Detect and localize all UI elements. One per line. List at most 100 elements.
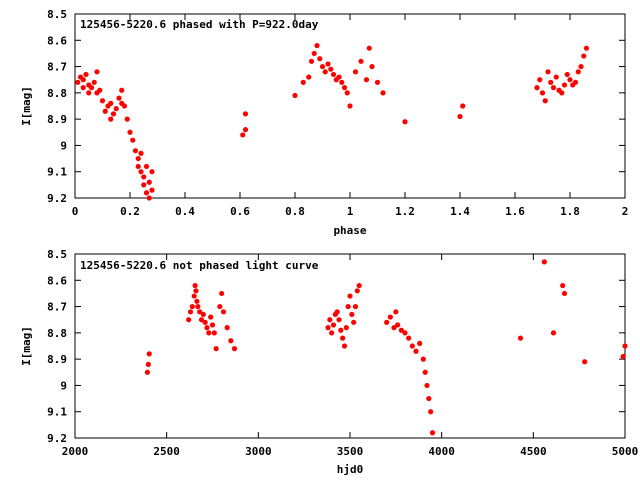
data-point [424, 382, 430, 389]
data-point [135, 155, 141, 162]
data-point [622, 343, 628, 349]
chart-title: 125456-5220.6 not phased light curve [80, 259, 319, 272]
data-point [550, 330, 557, 336]
data-point [121, 103, 128, 109]
data-point [314, 42, 320, 49]
data-point [567, 77, 573, 83]
data-point [395, 322, 401, 328]
data-point [219, 290, 225, 297]
x-tick-label: 2500 [153, 445, 180, 458]
data-point [351, 319, 357, 325]
data-point [341, 85, 348, 91]
x-tick-label: 4000 [428, 445, 455, 458]
data-point [108, 100, 114, 106]
data-point [197, 309, 203, 315]
data-point [578, 63, 584, 70]
data-point [561, 290, 568, 297]
y-tick-label: 8.8 [47, 87, 67, 100]
data-point [343, 325, 349, 331]
data-point [240, 132, 246, 138]
data-point [356, 282, 362, 289]
data-point [341, 343, 348, 349]
data-point [189, 303, 195, 310]
data-point [149, 169, 155, 175]
data-point [135, 163, 141, 170]
data-point [457, 113, 463, 120]
data-point [317, 56, 323, 62]
data-point [224, 325, 230, 331]
unphased-light-curve-panel: 2000 2500 3000 3500 4000 4500 5000 8.5 8.6 8.7 8.8… [20, 248, 638, 476]
data-point [363, 77, 370, 83]
data-point [398, 327, 404, 333]
data-point [420, 356, 426, 362]
data-point [347, 103, 353, 109]
y-tick-label: 8.6 [47, 274, 67, 287]
data-point [211, 330, 217, 336]
data-point [195, 303, 201, 310]
y-tick-label: 9.2 [47, 432, 67, 445]
data-point [130, 137, 136, 143]
data-point [349, 311, 355, 318]
data-point [582, 359, 588, 365]
y-tick-label: 8.6 [47, 34, 67, 47]
data-point [548, 79, 554, 85]
data-point [116, 95, 122, 101]
data-point [149, 187, 155, 193]
data-point [402, 119, 408, 125]
data-point [204, 325, 210, 331]
x-tick-label: 0.6 [230, 205, 250, 218]
data-point [539, 90, 546, 96]
data-point [358, 58, 364, 64]
data-point [413, 348, 419, 354]
data-point [217, 303, 223, 310]
data-point [292, 92, 298, 99]
y-tick-label: 9 [60, 139, 67, 152]
y-tick-label: 8.9 [47, 353, 67, 366]
data-point [228, 338, 234, 344]
x-tick-label: 1.2 [395, 205, 415, 218]
data-point [406, 335, 412, 341]
data-point [391, 325, 397, 331]
data-point [409, 343, 415, 349]
data-point [97, 87, 103, 93]
data-point [91, 79, 97, 85]
data-point [75, 79, 81, 85]
data-point [308, 58, 315, 64]
data-point [193, 288, 199, 294]
x-tick-label: 5000 [612, 445, 639, 458]
data-point [144, 369, 151, 375]
data-point [94, 69, 100, 75]
data-point [537, 77, 543, 83]
data-point [339, 79, 345, 85]
data-point [242, 127, 249, 133]
data-point [213, 346, 219, 352]
y-tick-label: 9.2 [47, 192, 67, 205]
x-tick-label: 3000 [245, 445, 272, 458]
x-tick-label: 1 [347, 205, 354, 218]
x-tick-label: 0.8 [285, 205, 305, 218]
data-point [146, 351, 152, 357]
data-point [426, 395, 432, 402]
data-point [209, 322, 216, 328]
x-tick-label: 1.8 [560, 205, 580, 218]
data-point [202, 319, 208, 325]
data-point [80, 77, 86, 83]
data-point [330, 71, 337, 78]
data-point [336, 74, 342, 80]
data-point [352, 303, 359, 310]
y-axis-label: I[mag] [20, 86, 33, 126]
data-point [561, 82, 568, 88]
data-point [347, 293, 353, 299]
data-point [322, 69, 328, 75]
y-tick-label: 8.5 [47, 8, 67, 21]
data-point [80, 85, 86, 91]
data-point [192, 282, 198, 289]
data-point [374, 79, 381, 85]
data-point [141, 182, 147, 188]
data-point [575, 69, 581, 75]
data-point [334, 309, 340, 315]
data-point [541, 259, 547, 265]
data-point [560, 282, 566, 289]
data-point [311, 50, 317, 57]
